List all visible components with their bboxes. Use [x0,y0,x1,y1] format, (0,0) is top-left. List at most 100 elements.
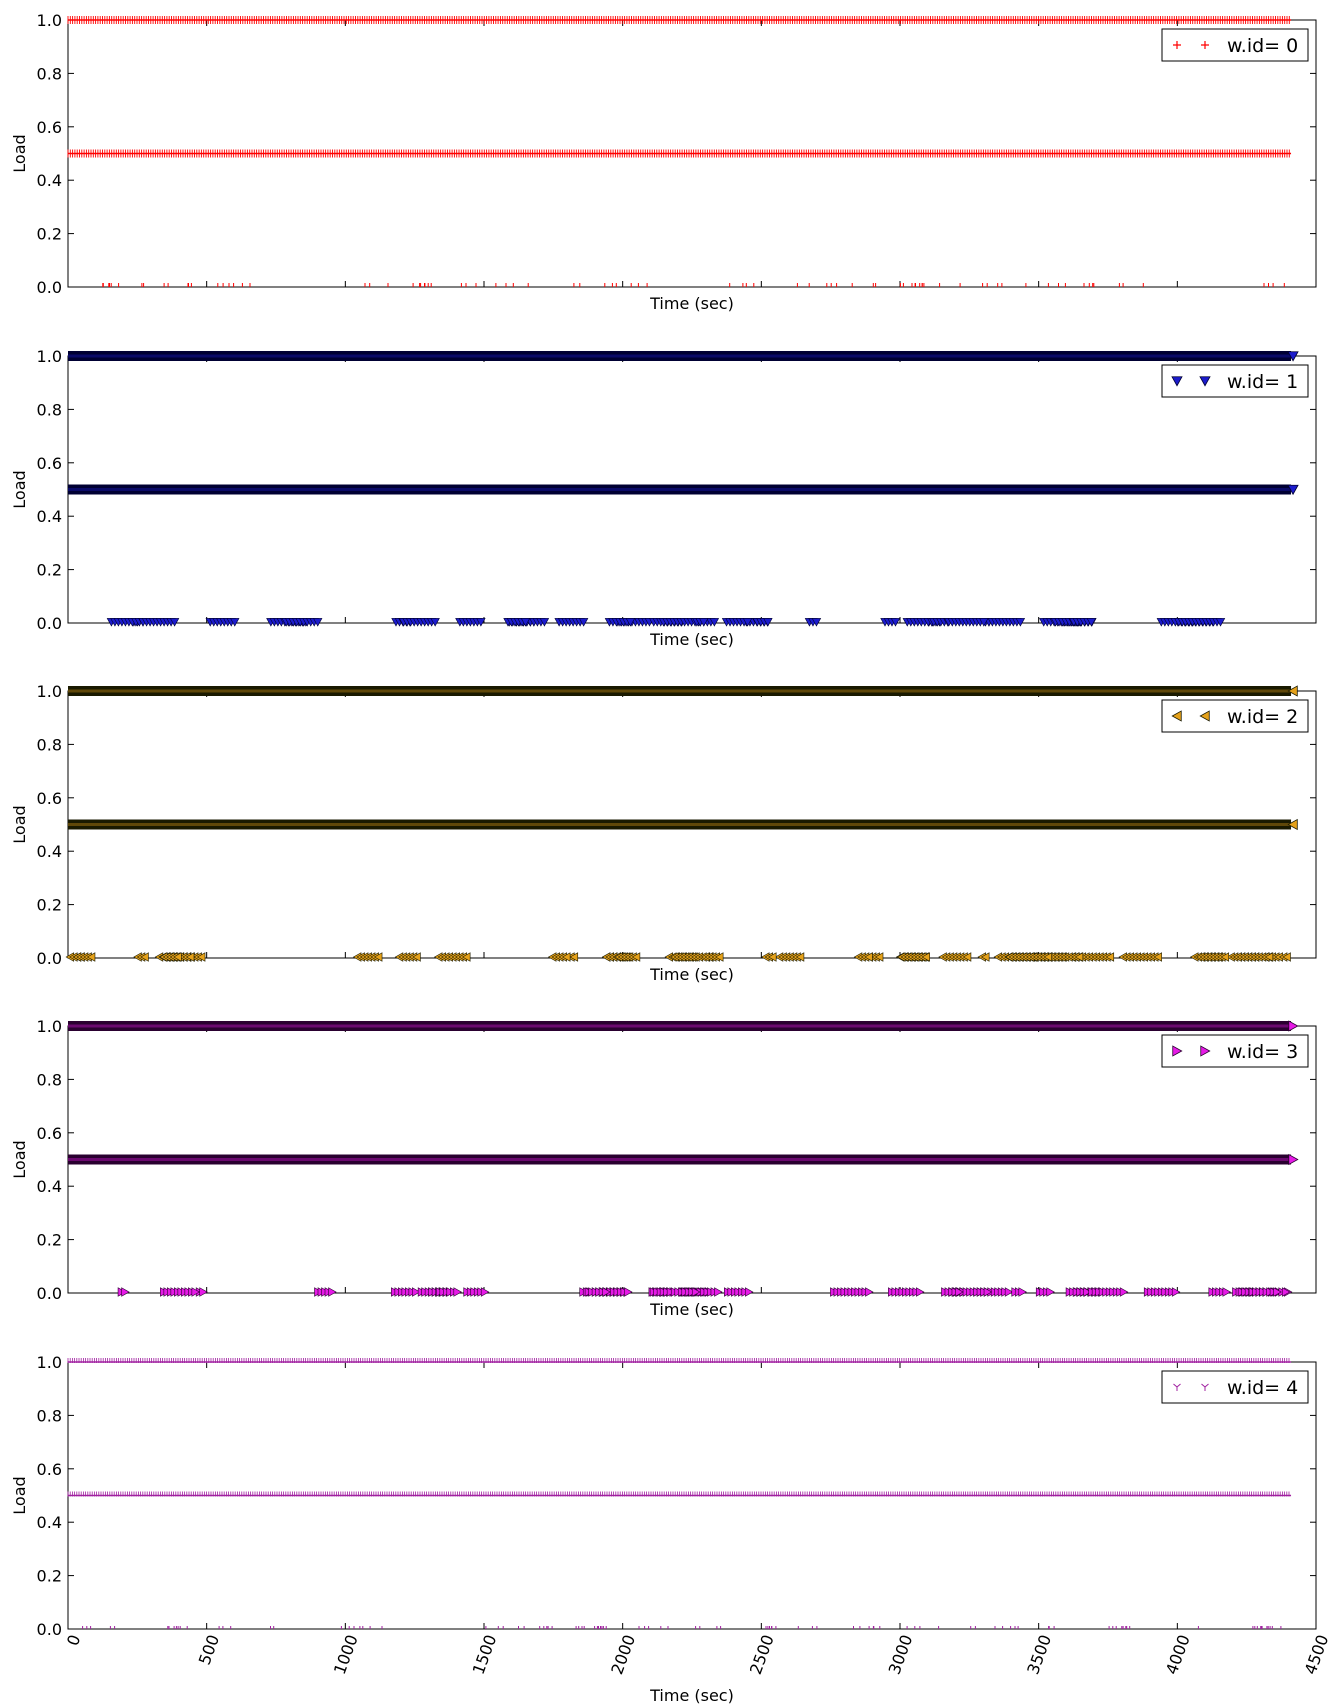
chart-2-level-0-marks [561,952,571,962]
chart-2-level-0-marks [795,952,805,962]
chart-3-level-0-marks [1018,1287,1027,1297]
chart-4-y-axis-label: Load [10,1476,29,1514]
triangle-down-marker-icon [1199,376,1211,387]
chart-3-y-tick-label: 0.0 [37,1284,62,1303]
chart-1-y-tick-label: 0.0 [37,614,62,633]
chart-3-level-0-marks [916,1287,925,1297]
chart-2-series-0 [65,685,1298,962]
chart-2-y-axis-label: Load [10,805,29,843]
chart-1-level-0-marks [979,618,989,627]
chart-4-level-0-marks [596,1626,604,1629]
chart-2-level-0-marks [962,952,972,962]
chart-1-level-0-marks [763,618,773,627]
chart-3-level-0-marks [191,1287,201,1297]
chart-0-x-axis-label: Time (sec) [649,294,734,313]
chart-0-level-0-marks [1058,283,1066,287]
chart-0-y-tick-label: 1.0 [37,11,62,30]
chart-0-level-1-marks-ticks [67,16,1290,24]
chart-0-level-0-marks [241,283,251,287]
triangle-left-marker-icon [1199,710,1210,722]
chart-3-level-0-marks [1083,1287,1092,1297]
chart-3-level-0_5-marks [68,1154,1292,1165]
chart-0-level-0-marks [217,283,224,287]
chart-4-x-tick-label: 4000 [1162,1632,1194,1677]
chart-2-level-0-marks [921,952,930,962]
chart-3-level-0-marks [602,1287,611,1297]
chart-4-level-0-marks [970,1626,976,1629]
chart-3-level-0_5-marks-end-marker [1288,1153,1299,1166]
chart-0-legend-label: w.id= 0 [1227,35,1298,57]
chart-3-y-tick-label: 0.2 [37,1231,62,1250]
chart-4-x-tick-label: 0 [63,1632,84,1648]
chart-3-level-0-marks [1119,1287,1129,1297]
chart-2-legend: w.id= 2 [1161,699,1309,733]
chart-1-legend: w.id= 1 [1161,364,1309,398]
chart-2-level-1-marks [68,686,1292,696]
chart-0-level-0-marks [637,283,648,287]
chart-2-level-0-marks [980,952,990,962]
chart-1-level-0-marks [890,618,901,627]
chart-4-level-0-marks [765,1626,770,1629]
chart-4-level-0-marks [218,1626,232,1629]
chart-2-level-0-marks [569,952,579,962]
chart-3-level-0-marks [955,1287,964,1297]
chart-0-level-0-marks [997,283,1003,287]
chart-4-x-axis-label: Time (sec) [649,1686,734,1705]
chart-2-level-0-marks [1074,952,1084,962]
triangle-down-marker-icon [1171,376,1183,387]
chart-0-level-0-marks [420,283,432,287]
chart-4-level-0-marks [1121,1626,1131,1629]
chart-4-level-0-marks [1252,1626,1262,1629]
chart-3-level-0-marks [1222,1287,1232,1297]
chart-3-level-0-marks [691,1287,701,1297]
chart-0-level-0-marks [1088,283,1095,287]
chart-2-level-1-marks-end-marker [1287,685,1298,697]
chart-4-x-tick-label: 1500 [469,1632,501,1677]
chart-2-legend-box [1161,699,1309,733]
chart-1-y-axis-label: Load [10,470,29,508]
chart-3-legend-label: w.id= 3 [1227,1041,1298,1063]
chart-0-level-0-marks [505,283,514,287]
chart-4-level-0-marks [1014,1626,1019,1629]
chart-3-level-1-marks [68,1021,1292,1031]
chart-4-level-0-marks [362,1626,371,1629]
chart-0: 0.0 0.2 0.4 0.6 0.8 1.0 Time (sec) Load w.id= 0 [10,11,1317,313]
chart-4-level-0-marks [716,1626,722,1629]
chart-1-level-0-marks [430,618,440,627]
chart-3-y-tick-label: 0.6 [37,1124,62,1143]
chart-2-y-tick-label: 0.2 [37,896,62,915]
chart-1-level-0-marks [578,618,589,627]
chart-3-level-0-marks [1046,1287,1055,1297]
chart-4-level-0-marks [348,1626,361,1629]
chart-2-level-0-marks [86,952,96,962]
chart-3-level-0-marks [1004,1287,1014,1297]
chart-4-level-0-marks [767,1626,773,1629]
chart-0-level-0-marks [1263,283,1274,287]
chart-4-series-0 [67,1358,1292,1629]
chart-1-level-0-marks [169,618,180,627]
chart-1-x-axis-label: Time (sec) [649,630,734,649]
plus-marker-icon [1173,41,1181,49]
chart-4-level-0-marks [1122,1626,1128,1629]
chart-2-level-0-marks [173,952,182,962]
chart-3-y-axis-label: Load [10,1140,29,1178]
chart-2-y-tick-label: 1.0 [37,682,62,701]
chart-4-level-0-marks [167,1626,177,1629]
chart-1-level-0-marks [709,618,720,627]
chart-1-y-tick-label: 0.4 [37,507,62,526]
chart-4-x-tick-label: 2500 [746,1632,778,1677]
chart-2-level-0-marks [874,952,884,962]
chart-3-level-0-marks [666,1287,676,1297]
chart-2-level-0-marks [1264,952,1274,962]
chart-0-level-0-marks [742,283,747,287]
chart-1-level-0-marks [699,618,709,627]
chart-4-level-1-marks [67,1358,1290,1363]
chart-2: 0.0 0.2 0.4 0.6 0.8 1.0 Time (sec) Load w.id= 2 [10,682,1317,984]
chart-0-level-0-marks [899,283,904,287]
chart-4-level-0-marks [811,1626,818,1629]
chart-4-legend-box [1161,1370,1309,1404]
chart-1-y-tick-label: 0.8 [37,400,62,419]
chart-1-series-0 [68,351,1299,627]
chart-1-level-0-marks [539,618,550,627]
